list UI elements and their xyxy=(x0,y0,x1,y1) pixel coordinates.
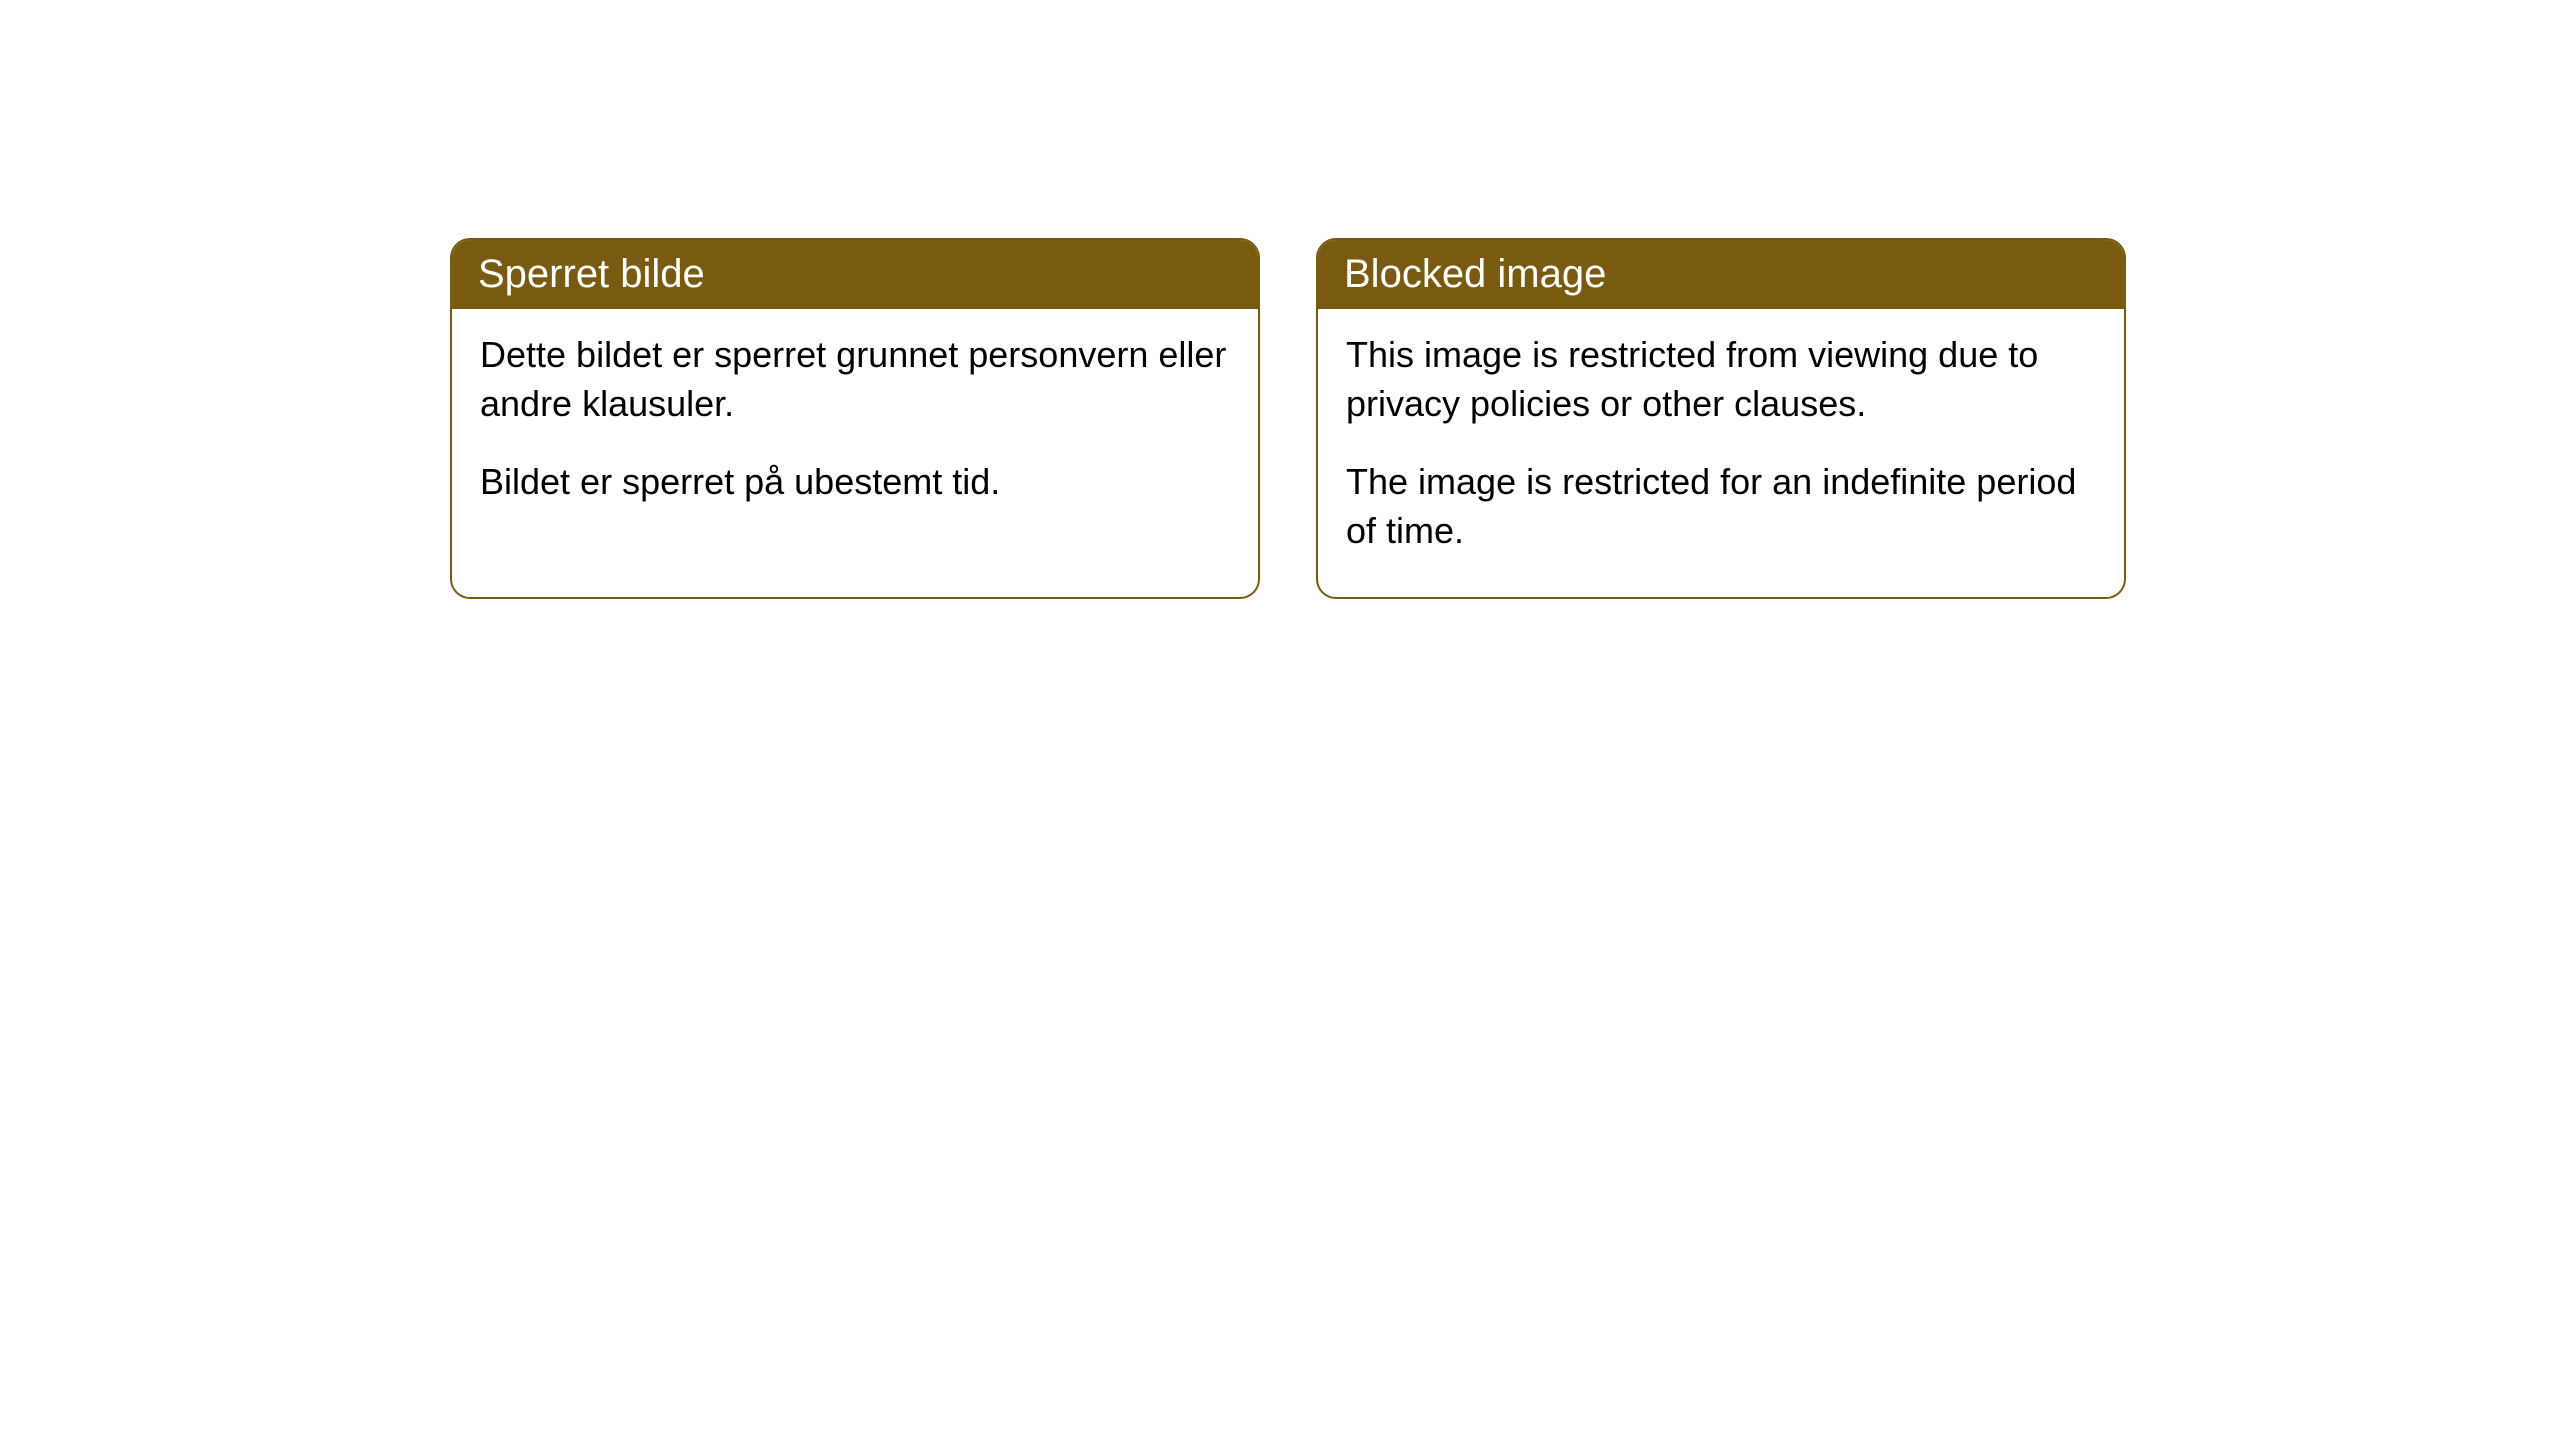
notice-cards-container: Sperret bilde Dette bildet er sperret gr… xyxy=(0,0,2560,599)
card-text-1-english: This image is restricted from viewing du… xyxy=(1346,331,2096,428)
card-body-english: This image is restricted from viewing du… xyxy=(1318,309,2124,597)
card-header-english: Blocked image xyxy=(1318,240,2124,309)
card-text-2-english: The image is restricted for an indefinit… xyxy=(1346,458,2096,555)
card-text-1-norwegian: Dette bildet er sperret grunnet personve… xyxy=(480,331,1230,428)
card-title-norwegian: Sperret bilde xyxy=(478,252,705,296)
card-title-english: Blocked image xyxy=(1344,252,1606,296)
card-header-norwegian: Sperret bilde xyxy=(452,240,1258,309)
card-body-norwegian: Dette bildet er sperret grunnet personve… xyxy=(452,309,1258,549)
blocked-image-card-norwegian: Sperret bilde Dette bildet er sperret gr… xyxy=(450,238,1260,599)
card-text-2-norwegian: Bildet er sperret på ubestemt tid. xyxy=(480,458,1230,507)
blocked-image-card-english: Blocked image This image is restricted f… xyxy=(1316,238,2126,599)
